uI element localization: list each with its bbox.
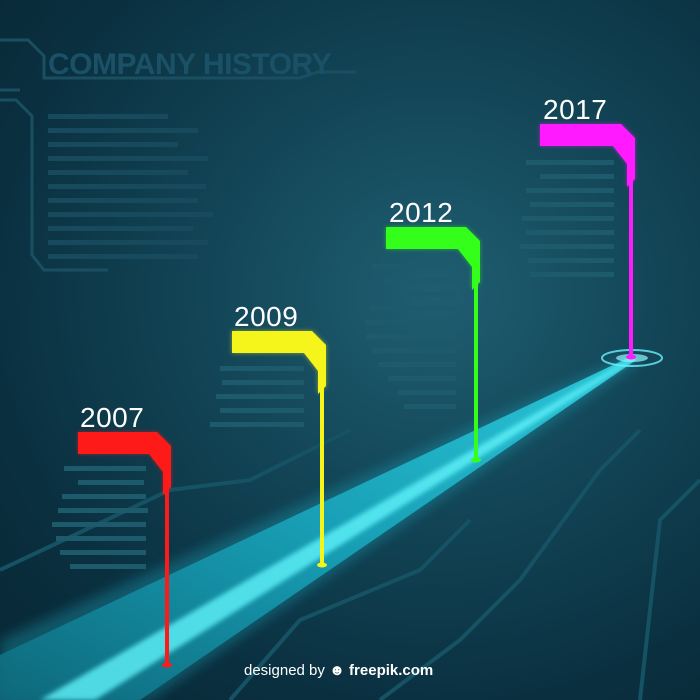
marker-base bbox=[317, 562, 327, 568]
credit-prefix: designed by bbox=[244, 662, 325, 679]
marker-base bbox=[471, 457, 481, 463]
milestone-text-2017 bbox=[520, 160, 614, 277]
milestone-text-2009 bbox=[210, 366, 304, 427]
marker-pole bbox=[320, 386, 324, 565]
marker-pole bbox=[629, 179, 633, 357]
year-label-2017: 2017 bbox=[543, 94, 608, 125]
marker-flag bbox=[78, 432, 171, 495]
credit-line: designed by ☻ freepik.com bbox=[244, 662, 433, 679]
milestone-marker-2012 bbox=[386, 227, 481, 463]
intro-text-block bbox=[48, 114, 213, 259]
milestone-text-2007 bbox=[52, 466, 148, 569]
year-label-2009: 2009 bbox=[234, 301, 299, 332]
milestone-marker-2007 bbox=[78, 432, 172, 668]
floor-circuits bbox=[0, 428, 700, 700]
marker-flag bbox=[540, 124, 635, 187]
milestone-markers bbox=[78, 124, 636, 668]
freepik-logo-icon: ☻ bbox=[329, 662, 345, 679]
marker-pole bbox=[165, 487, 169, 665]
milestone-text-2012 bbox=[366, 264, 456, 409]
milestone-marker-2009 bbox=[232, 331, 327, 568]
page-title: COMPANY HISTORY bbox=[48, 48, 332, 81]
year-label-2007: 2007 bbox=[80, 402, 145, 433]
marker-flag bbox=[232, 331, 326, 394]
marker-flag bbox=[386, 227, 480, 290]
marker-base bbox=[162, 662, 172, 668]
circuit-frame bbox=[0, 38, 356, 272]
credit-brand: freepik.com bbox=[349, 662, 434, 679]
marker-pole bbox=[474, 282, 478, 460]
milestone-marker-2017 bbox=[540, 124, 636, 360]
marker-base bbox=[626, 354, 636, 360]
year-label-2012: 2012 bbox=[389, 197, 454, 228]
